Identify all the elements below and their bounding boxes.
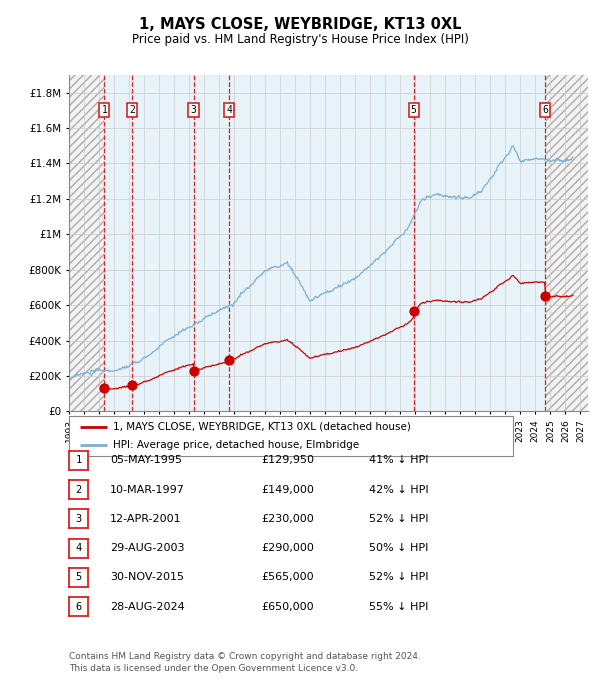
Text: 3: 3	[76, 514, 82, 524]
Text: 5: 5	[76, 573, 82, 582]
Point	[127, 379, 137, 390]
Text: 1: 1	[101, 105, 107, 115]
Bar	[229, 75, 414, 411]
Text: 41% ↓ HPI: 41% ↓ HPI	[369, 456, 428, 465]
Text: 4: 4	[226, 105, 232, 115]
Text: 3: 3	[191, 105, 196, 115]
Text: 1, MAYS CLOSE, WEYBRIDGE, KT13 0XL: 1, MAYS CLOSE, WEYBRIDGE, KT13 0XL	[139, 17, 461, 32]
Text: This data is licensed under the Open Government Licence v3.0.: This data is licensed under the Open Gov…	[69, 664, 358, 673]
Text: Contains HM Land Registry data © Crown copyright and database right 2024.: Contains HM Land Registry data © Crown c…	[69, 652, 421, 661]
Text: £650,000: £650,000	[261, 602, 314, 611]
Text: 50% ↓ HPI: 50% ↓ HPI	[369, 543, 428, 553]
Text: 52% ↓ HPI: 52% ↓ HPI	[369, 514, 428, 524]
Text: 6: 6	[542, 105, 548, 115]
Bar	[132, 75, 194, 411]
Text: 05-MAY-1995: 05-MAY-1995	[110, 456, 182, 465]
Text: HPI: Average price, detached house, Elmbridge: HPI: Average price, detached house, Elmb…	[113, 440, 359, 450]
Text: 2: 2	[129, 105, 135, 115]
Text: £129,950: £129,950	[261, 456, 314, 465]
Text: 1: 1	[76, 456, 82, 465]
Text: £230,000: £230,000	[261, 514, 314, 524]
Point	[100, 383, 109, 394]
Text: 29-AUG-2003: 29-AUG-2003	[110, 543, 184, 553]
Text: 4: 4	[76, 543, 82, 553]
Text: 5: 5	[411, 105, 416, 115]
Text: £149,000: £149,000	[261, 485, 314, 494]
Point	[224, 354, 234, 365]
Text: 10-MAR-1997: 10-MAR-1997	[110, 485, 185, 494]
Text: 55% ↓ HPI: 55% ↓ HPI	[369, 602, 428, 611]
Text: 6: 6	[76, 602, 82, 611]
Bar	[194, 75, 229, 411]
Point	[541, 291, 550, 302]
Text: 52% ↓ HPI: 52% ↓ HPI	[369, 573, 428, 582]
Text: 28-AUG-2024: 28-AUG-2024	[110, 602, 185, 611]
Point	[409, 306, 419, 317]
Point	[189, 365, 199, 376]
Text: 30-NOV-2015: 30-NOV-2015	[110, 573, 184, 582]
Text: 2: 2	[76, 485, 82, 494]
Bar	[414, 75, 545, 411]
Text: 42% ↓ HPI: 42% ↓ HPI	[369, 485, 428, 494]
Text: Price paid vs. HM Land Registry's House Price Index (HPI): Price paid vs. HM Land Registry's House …	[131, 33, 469, 46]
Bar	[69, 75, 104, 411]
Bar	[545, 75, 588, 411]
Text: £290,000: £290,000	[261, 543, 314, 553]
Text: 1, MAYS CLOSE, WEYBRIDGE, KT13 0XL (detached house): 1, MAYS CLOSE, WEYBRIDGE, KT13 0XL (deta…	[113, 422, 411, 432]
Text: £565,000: £565,000	[261, 573, 314, 582]
Text: 12-APR-2001: 12-APR-2001	[110, 514, 181, 524]
Bar	[104, 75, 132, 411]
